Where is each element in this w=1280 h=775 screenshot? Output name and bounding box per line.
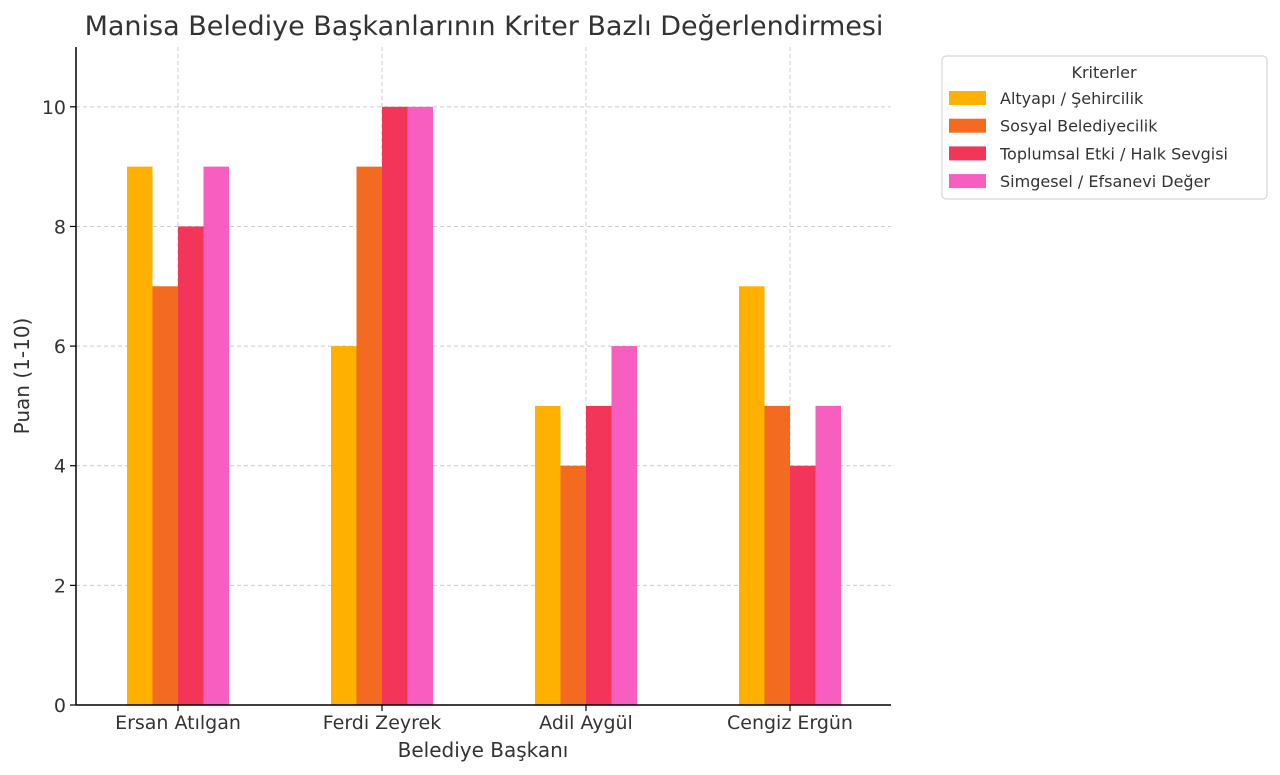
legend-title: Kriterler [1071, 63, 1137, 82]
y-ticks: 0 2 4 6 8 10 [42, 97, 76, 717]
bars [127, 106, 841, 706]
bar [560, 465, 586, 705]
bar [586, 405, 612, 705]
bar [407, 106, 433, 706]
bar [203, 166, 229, 706]
bar [331, 346, 357, 705]
y-tick-label: 10 [42, 97, 66, 119]
y-tick-label: 4 [54, 456, 66, 478]
bar [382, 106, 408, 706]
x-tick-label: Ersan Atılgan [115, 712, 241, 734]
legend-swatch [949, 146, 986, 161]
bar [790, 465, 816, 705]
y-axis-label: Puan (1-10) [10, 318, 34, 435]
legend: Kriterler Altyapı / Şehircilik Sosyal Bel… [941, 55, 1268, 200]
y-tick-label: 6 [54, 336, 66, 358]
legend-label: Altyapı / Şehircilik [1000, 89, 1144, 108]
legend-swatch [949, 118, 986, 133]
bar [739, 286, 765, 705]
bar [815, 405, 841, 705]
x-tick-label: Adil Aygül [539, 712, 633, 734]
legend-swatch [949, 174, 986, 189]
bar [127, 166, 153, 706]
x-tick-label: Ferdi Zeyrek [323, 712, 441, 734]
x-tick-label: Cengiz Ergün [727, 712, 853, 734]
axes [75, 47, 891, 706]
bar [764, 405, 790, 705]
legend-label: Simgesel / Efsanevi Değer [1000, 172, 1210, 191]
chart-title: Manisa Belediye Başkanlarının Kriter Baz… [85, 11, 884, 42]
x-ticks: Ersan Atılgan Ferdi Zeyrek Adil Aygül Cengi… [115, 705, 853, 734]
bar [611, 346, 637, 705]
bar [535, 405, 561, 705]
y-tick-label: 0 [54, 695, 66, 717]
bar [178, 226, 204, 706]
bar [356, 166, 382, 706]
legend-label: Toplumsal Etki / Halk Sevgisi [999, 144, 1228, 163]
bar [152, 286, 178, 705]
legend-label: Sosyal Belediyecilik [1000, 117, 1158, 136]
legend-items: Altyapı / Şehircilik Sosyal Belediyecilik… [949, 89, 1228, 191]
y-tick-label: 8 [54, 216, 66, 238]
x-axis-label: Belediye Başkanı [398, 738, 569, 762]
legend-box [941, 55, 1268, 200]
legend-swatch [949, 91, 986, 105]
y-tick-label: 2 [54, 575, 66, 597]
